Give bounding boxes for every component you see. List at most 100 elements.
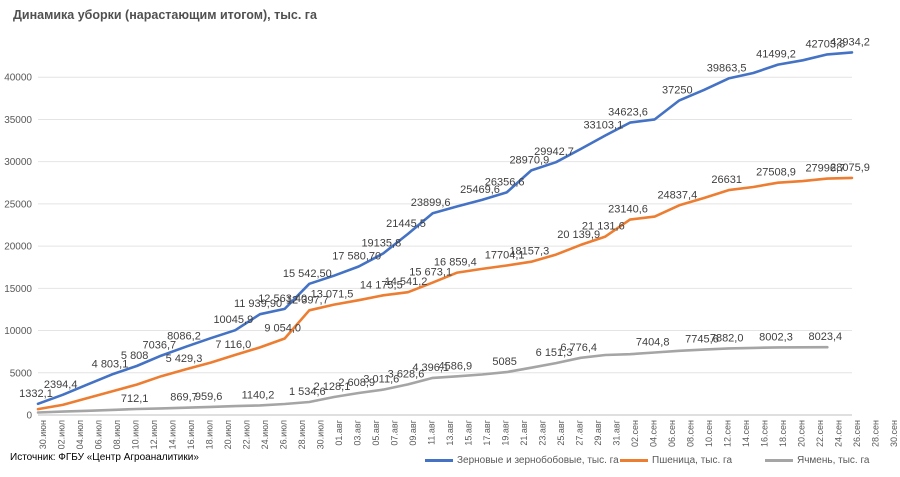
data-label: 27996,7 bbox=[805, 163, 845, 175]
x-tick-label: 19.авг bbox=[500, 419, 510, 445]
x-tick-label: 12.июл bbox=[149, 420, 159, 449]
x-tick-label: 05.авг bbox=[371, 419, 381, 445]
data-label: 4 396,1 bbox=[412, 362, 449, 374]
data-label: 8023,4 bbox=[809, 331, 843, 343]
data-label: 4586,9 bbox=[439, 360, 473, 372]
y-tick-label: 30000 bbox=[4, 157, 32, 168]
x-tick-label: 02.июл bbox=[56, 420, 66, 449]
x-tick-label: 30.сен bbox=[889, 420, 899, 447]
x-tick-label: 10.июл bbox=[130, 420, 140, 449]
data-label: 7882,0 bbox=[710, 332, 744, 344]
data-label: 1332,1 bbox=[19, 388, 53, 400]
data-label: 21445,5 bbox=[386, 218, 426, 230]
x-tick-label: 04.июл bbox=[75, 420, 85, 449]
data-label: 8086,2 bbox=[167, 331, 201, 343]
data-label: 16 859,4 bbox=[434, 257, 477, 269]
gridlines bbox=[38, 76, 852, 416]
x-tick-label: 09.авг bbox=[408, 419, 418, 445]
data-label: 28075,9 bbox=[830, 162, 870, 174]
x-tick-label: 20.сен bbox=[796, 420, 806, 447]
y-tick-label: 35000 bbox=[4, 115, 32, 126]
data-label: 42934,2 bbox=[830, 36, 870, 48]
data-label: 5085 bbox=[492, 356, 516, 368]
data-label: 24837,4 bbox=[657, 189, 697, 201]
series-line-2 bbox=[36, 345, 829, 414]
series-line-1 bbox=[36, 176, 854, 411]
data-label: 1140,2 bbox=[242, 389, 275, 401]
x-tick-label: 06.сен bbox=[667, 420, 677, 447]
data-label: 7745,6 bbox=[685, 334, 719, 346]
data-label: 25469,6 bbox=[460, 184, 500, 196]
data-label: 959,6 bbox=[195, 391, 223, 403]
y-tick-label: 15000 bbox=[4, 284, 32, 295]
data-label: 17 580,70 bbox=[332, 251, 381, 263]
y-tick-label: 10000 bbox=[4, 326, 32, 337]
x-tick-label: 17.авг bbox=[482, 419, 492, 445]
legend-label-wheat: Пшеница, тыс. га bbox=[652, 455, 733, 466]
x-tick-label: 28.сен bbox=[870, 420, 880, 447]
data-label: 14 541,2 bbox=[385, 276, 428, 288]
data-label: 2 608,9 bbox=[338, 377, 375, 389]
legend-swatch-wheat bbox=[620, 459, 648, 462]
x-tick-label: 20.июл bbox=[223, 420, 233, 449]
data-label: 26631 bbox=[711, 174, 742, 186]
legend-item-wheat: Пшеница, тыс. га bbox=[620, 455, 732, 466]
x-tick-label: 22.сен bbox=[815, 420, 825, 447]
x-tick-label: 14.сен bbox=[741, 420, 751, 447]
x-tick-label: 23.авг bbox=[537, 419, 547, 445]
data-label: 14 175,5 bbox=[360, 279, 403, 291]
y-tick-label: 0 bbox=[26, 411, 32, 422]
x-tick-label: 30.июл bbox=[315, 420, 325, 449]
y-axis: 0 5000 10000 15000 20000 25000 30000 35000 40000 bbox=[4, 73, 32, 422]
legend-swatch-grain bbox=[425, 459, 453, 462]
data-label: 18157,3 bbox=[509, 246, 549, 258]
x-tick-label: 18.сен bbox=[778, 420, 788, 447]
data-label: 2 128,1 bbox=[314, 381, 351, 393]
legend-label-grain: Зерновые и зернобобовые, тыс. га bbox=[457, 455, 619, 466]
data-label: 712,1 bbox=[121, 393, 149, 405]
data-label: 12 563,40 bbox=[258, 293, 307, 305]
data-label: 42703,8 bbox=[805, 38, 845, 50]
x-tick-label: 21.авг bbox=[519, 419, 529, 445]
x-tick-label: 28.июл bbox=[297, 420, 307, 449]
x-tick-label: 08.сен bbox=[685, 420, 695, 447]
x-axis: 30.июн 02.июл 04.июл 06.июл 08.июл 10.июл 12.и… bbox=[38, 419, 899, 449]
data-label: 20 139,9 bbox=[557, 229, 600, 241]
y-tick-label: 5000 bbox=[10, 368, 33, 379]
x-tick-label: 12.сен bbox=[722, 420, 732, 447]
x-tick-label: 08.июл bbox=[112, 420, 122, 449]
source-note: Источник: ФГБУ «Центр Агроаналитики» bbox=[10, 452, 199, 463]
data-label: 17704,1 bbox=[485, 249, 525, 261]
data-label: 29942,7 bbox=[534, 146, 574, 158]
data-label: 39863,5 bbox=[707, 62, 747, 74]
x-tick-label: 30.июн bbox=[38, 420, 48, 449]
x-tick-label: 06.июл bbox=[93, 420, 103, 449]
x-tick-label: 16.сен bbox=[759, 420, 769, 447]
data-label: 6 151,3 bbox=[536, 347, 573, 359]
legend-swatch-barley bbox=[765, 459, 793, 462]
data-label: 13 071,5 bbox=[311, 289, 354, 301]
data-label: 37250 bbox=[662, 84, 693, 96]
data-label: 34623,6 bbox=[608, 107, 648, 119]
x-tick-label: 26.сен bbox=[852, 420, 862, 447]
y-tick-label: 20000 bbox=[4, 242, 32, 253]
x-tick-label: 14.июл bbox=[167, 420, 177, 449]
data-label: 5 429,3 bbox=[166, 353, 203, 365]
data-label: 8002,3 bbox=[759, 331, 793, 343]
data-label: 10045,9 bbox=[213, 314, 253, 326]
x-tick-label: 07.авг bbox=[389, 419, 399, 445]
data-label: 19135,8 bbox=[361, 237, 401, 249]
data-label: 15 673,1 bbox=[409, 267, 452, 279]
x-tick-label: 24.сен bbox=[833, 420, 843, 447]
y-tick-label: 25000 bbox=[4, 199, 32, 210]
x-tick-label: 03.авг bbox=[352, 419, 362, 445]
data-label: 7 116,0 bbox=[215, 339, 251, 351]
legend-label-barley: Ячмень, тыс. га bbox=[797, 455, 870, 466]
data-label: 27508,9 bbox=[756, 167, 796, 179]
data-label: 1 534,6 bbox=[289, 386, 326, 398]
data-label: 869,7 bbox=[170, 392, 198, 404]
x-tick-label: 02.сен bbox=[630, 420, 640, 447]
data-label: 5 808 bbox=[121, 350, 149, 362]
chart-title: Динамика уборки (нарастающим итогом), ты… bbox=[13, 8, 317, 22]
